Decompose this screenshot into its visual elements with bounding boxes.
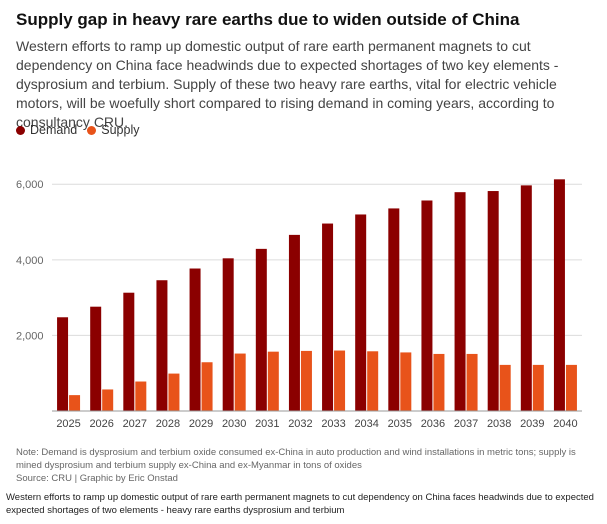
- x-tick-label: 2040: [553, 418, 577, 430]
- bar-supply: [168, 373, 180, 411]
- x-tick-label: 2036: [421, 418, 445, 430]
- bar-supply: [532, 364, 544, 411]
- bar-supply: [135, 381, 147, 411]
- bar-supply: [102, 389, 114, 411]
- legend-item-supply: Supply: [87, 123, 139, 137]
- y-tick-label: 6,000: [16, 179, 44, 191]
- bar-demand: [90, 306, 102, 411]
- x-tick-label: 2032: [288, 418, 312, 430]
- x-tick-label: 2028: [156, 418, 180, 430]
- chart-subtitle: Western efforts to ramp up domestic outp…: [16, 38, 559, 130]
- x-tick-label: 2037: [454, 418, 478, 430]
- x-tick-label: 2029: [189, 418, 213, 430]
- x-tick-label: 2034: [354, 418, 378, 430]
- legend-item-demand: Demand: [16, 123, 77, 137]
- x-tick-label: 2038: [487, 418, 511, 430]
- source-text: Source: CRU | Graphic by Eric Onstad: [16, 473, 178, 484]
- bar-supply: [565, 364, 577, 411]
- bar-supply: [234, 353, 246, 411]
- bar-supply: [334, 350, 346, 411]
- bar-demand: [421, 200, 433, 411]
- bar-supply: [433, 353, 445, 411]
- y-tick-label: 2,000: [16, 330, 44, 342]
- legend-swatch-supply: [87, 125, 97, 135]
- x-tick-label: 2027: [123, 418, 147, 430]
- bar-supply: [300, 350, 312, 411]
- bar-demand: [288, 234, 300, 411]
- bar-supply: [69, 395, 81, 411]
- bar-demand: [189, 268, 201, 411]
- bar-supply: [466, 353, 478, 411]
- x-tick-label: 2035: [388, 418, 412, 430]
- caption-text: Western efforts to ramp up domestic outp…: [6, 492, 594, 516]
- legend-swatch-demand: [16, 125, 25, 135]
- bar-demand: [487, 191, 499, 411]
- bar-demand: [222, 258, 234, 411]
- x-tick-label: 2025: [56, 418, 80, 430]
- legend: Demand Supply: [16, 123, 149, 137]
- x-tick-label: 2031: [255, 418, 279, 430]
- chart-title: Supply gap in heavy rare earths due to w…: [16, 10, 520, 29]
- legend-label-supply: Supply: [101, 123, 140, 137]
- note-text: Note: Demand is dysprosium and terbium o…: [16, 447, 576, 471]
- bar-supply: [267, 351, 279, 411]
- bar-supply: [201, 362, 213, 411]
- legend-label-demand: Demand: [30, 123, 78, 137]
- x-tick-label: 2030: [222, 418, 246, 430]
- x-tick-label: 2026: [89, 418, 113, 430]
- bar-demand: [520, 185, 532, 411]
- bar-demand: [255, 248, 267, 411]
- bar-demand: [355, 214, 367, 411]
- bar-demand: [454, 192, 466, 411]
- x-tick-label: 2033: [321, 418, 345, 430]
- bar-demand: [156, 280, 168, 411]
- bar-demand: [553, 179, 565, 411]
- bar-supply: [400, 352, 412, 411]
- bar-demand: [388, 208, 400, 411]
- bar-demand: [322, 223, 334, 411]
- bar-chart: 2,000 4,000 6,000 2025 2026 2027 2028 2029 2030 2…: [16, 179, 582, 430]
- bar-supply: [367, 351, 379, 411]
- bar-demand: [57, 317, 69, 411]
- bar-demand: [123, 292, 135, 411]
- bar-supply: [499, 364, 511, 411]
- chart-note: Note: Demand is dysprosium and terbium o…: [16, 446, 596, 485]
- y-tick-label: 4,000: [16, 255, 44, 267]
- x-tick-label: 2039: [520, 418, 544, 430]
